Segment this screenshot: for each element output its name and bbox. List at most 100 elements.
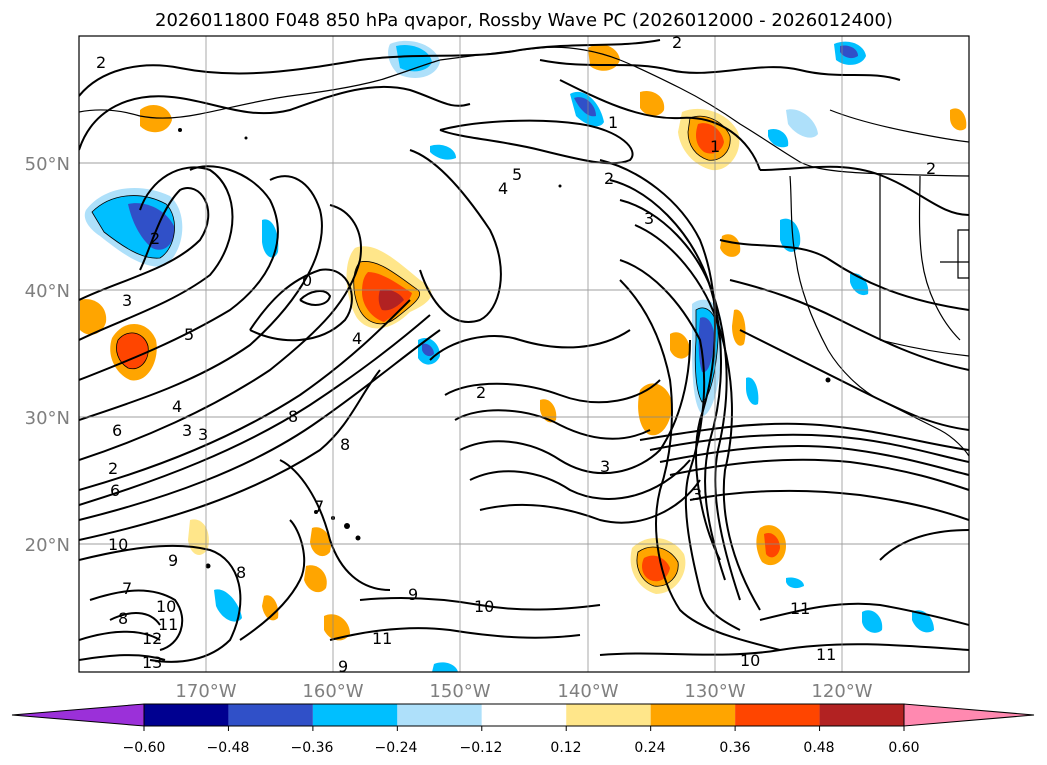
lon-label: 170°W	[175, 681, 236, 702]
gridlines	[79, 36, 969, 672]
colorbar-extend-max	[903, 703, 1035, 727]
contour-label: 3	[692, 485, 702, 504]
contour-label: 8	[236, 563, 246, 582]
contour-label: 2	[476, 383, 486, 402]
contour-label: 7	[122, 579, 132, 598]
figure-title: 2026011800 F048 850 hPa qvapor, Rossby W…	[155, 10, 893, 31]
positive-anomaly-patch	[310, 527, 331, 557]
contour-label: 4	[498, 179, 508, 198]
negative-anomaly-patch	[574, 97, 596, 117]
contour-label: 8	[118, 609, 128, 628]
contour-label: 8	[340, 435, 350, 454]
map-frame	[78, 35, 970, 673]
contour-label: 6	[112, 421, 122, 440]
positive-anomaly-patch	[116, 332, 149, 369]
lon-label: 140°W	[557, 681, 618, 702]
contour-label: 10	[474, 597, 494, 616]
contour-label: 13	[142, 653, 162, 672]
negative-anomaly-patch	[768, 128, 789, 148]
contour-label: 2	[604, 169, 614, 188]
latitude-labels: 50°N 40°N 30°N 20°N	[25, 154, 70, 556]
negative-anomaly-patch	[780, 218, 801, 252]
contour-label: 11	[158, 615, 178, 634]
colorbar	[11, 703, 1035, 731]
positive-anomaly-patch	[950, 108, 967, 131]
colorbar-tick-label: −0.60	[123, 740, 166, 756]
contour-label: 10	[740, 651, 760, 670]
contour-label: 3	[182, 421, 192, 440]
contour-label: 9	[338, 657, 348, 676]
contour-label: 8	[288, 407, 298, 426]
longitude-labels: 170°W 160°W 150°W 140°W 130°W 120°W	[175, 681, 872, 702]
contour-label: 4	[172, 397, 182, 416]
positive-anomaly-patch	[324, 614, 350, 641]
colorbar-segment	[397, 704, 482, 726]
lat-label: 50°N	[25, 154, 70, 175]
positive-anomaly-patch	[640, 90, 665, 116]
contour-label: 2	[108, 459, 118, 478]
contour-label: 2	[96, 53, 106, 72]
positive-anomaly-patch	[378, 289, 404, 311]
colorbar-segment	[312, 704, 398, 726]
positive-anomaly-patch	[638, 383, 672, 436]
positive-anomaly-patch	[80, 299, 107, 335]
lat-label: 20°N	[25, 535, 70, 556]
colorbar-tick-label: 0.24	[634, 740, 665, 756]
contour-label: 3	[122, 291, 132, 310]
colorbar-segment	[819, 704, 904, 726]
lon-label: 150°W	[429, 681, 490, 702]
contour-label: 2	[672, 33, 682, 52]
contour-label: 3	[644, 209, 654, 228]
positive-anomaly-patch	[732, 309, 746, 346]
contour-label: 0	[302, 271, 312, 290]
positive-anomaly-patch	[140, 105, 172, 133]
colorbar-segment	[481, 704, 567, 726]
colorbar-tick-label: −0.36	[291, 740, 334, 756]
colorbar-tick-label: 0.48	[803, 740, 834, 756]
lon-label: 160°W	[302, 681, 363, 702]
map-background	[79, 36, 969, 672]
positive-anomaly-patch	[304, 565, 327, 593]
negative-anomaly-patch	[786, 577, 804, 589]
negative-anomaly-patch	[262, 219, 279, 258]
contour-label: 10	[156, 597, 176, 616]
positive-anomaly-patch	[670, 332, 690, 359]
contour-label: 2	[150, 229, 160, 248]
contour-label: 9	[168, 551, 178, 570]
positive-anomaly-patch	[720, 234, 741, 257]
positive-anomaly-patch	[764, 532, 780, 558]
contour-label: 11	[790, 599, 810, 618]
contour-label: 1	[710, 137, 720, 156]
contour-label: 4	[352, 329, 362, 348]
positive-anomaly-patch	[696, 123, 724, 154]
contour-label-group: 2 2 1 1 2 3 4 5 2 0 3 4 5 4 3 6 2 3 6 8 …	[96, 33, 936, 676]
anomaly-shading	[80, 40, 967, 672]
colorbar-tick-label: −0.24	[375, 740, 418, 756]
contour-label: 12	[142, 629, 162, 648]
negative-anomaly-patch	[786, 109, 818, 138]
colorbar-tick-label: 0.12	[550, 740, 581, 756]
islands	[178, 128, 831, 569]
negative-anomaly-patch	[432, 662, 458, 672]
qvapor-contours	[79, 39, 969, 663]
lat-label: 40°N	[25, 281, 70, 302]
colorbar-segment	[735, 704, 820, 726]
colorbar-frame	[143, 703, 905, 727]
negative-anomaly-patch	[746, 377, 759, 405]
negative-anomaly-patch	[396, 44, 432, 72]
colorbar-tick-label: −0.12	[460, 740, 503, 756]
negative-anomaly-patch	[862, 610, 883, 633]
colorbar-extend-min	[11, 703, 145, 727]
colorbar-tick-label: −0.48	[207, 740, 250, 756]
lon-label: 120°W	[811, 681, 872, 702]
map-content: 2 2 1 1 2 3 4 5 2 0 3 4 5 4 3 6 2 3 6 8 …	[79, 33, 969, 676]
colorbar-tick-label: 0.36	[719, 740, 750, 756]
colorbar-segment	[650, 704, 736, 726]
contour-label: 2	[926, 159, 936, 178]
contour-label: 5	[184, 325, 194, 344]
negative-anomaly-patch	[422, 343, 434, 357]
lon-label: 130°W	[684, 681, 745, 702]
lat-label: 30°N	[25, 408, 70, 429]
contour-label: 10	[108, 535, 128, 554]
